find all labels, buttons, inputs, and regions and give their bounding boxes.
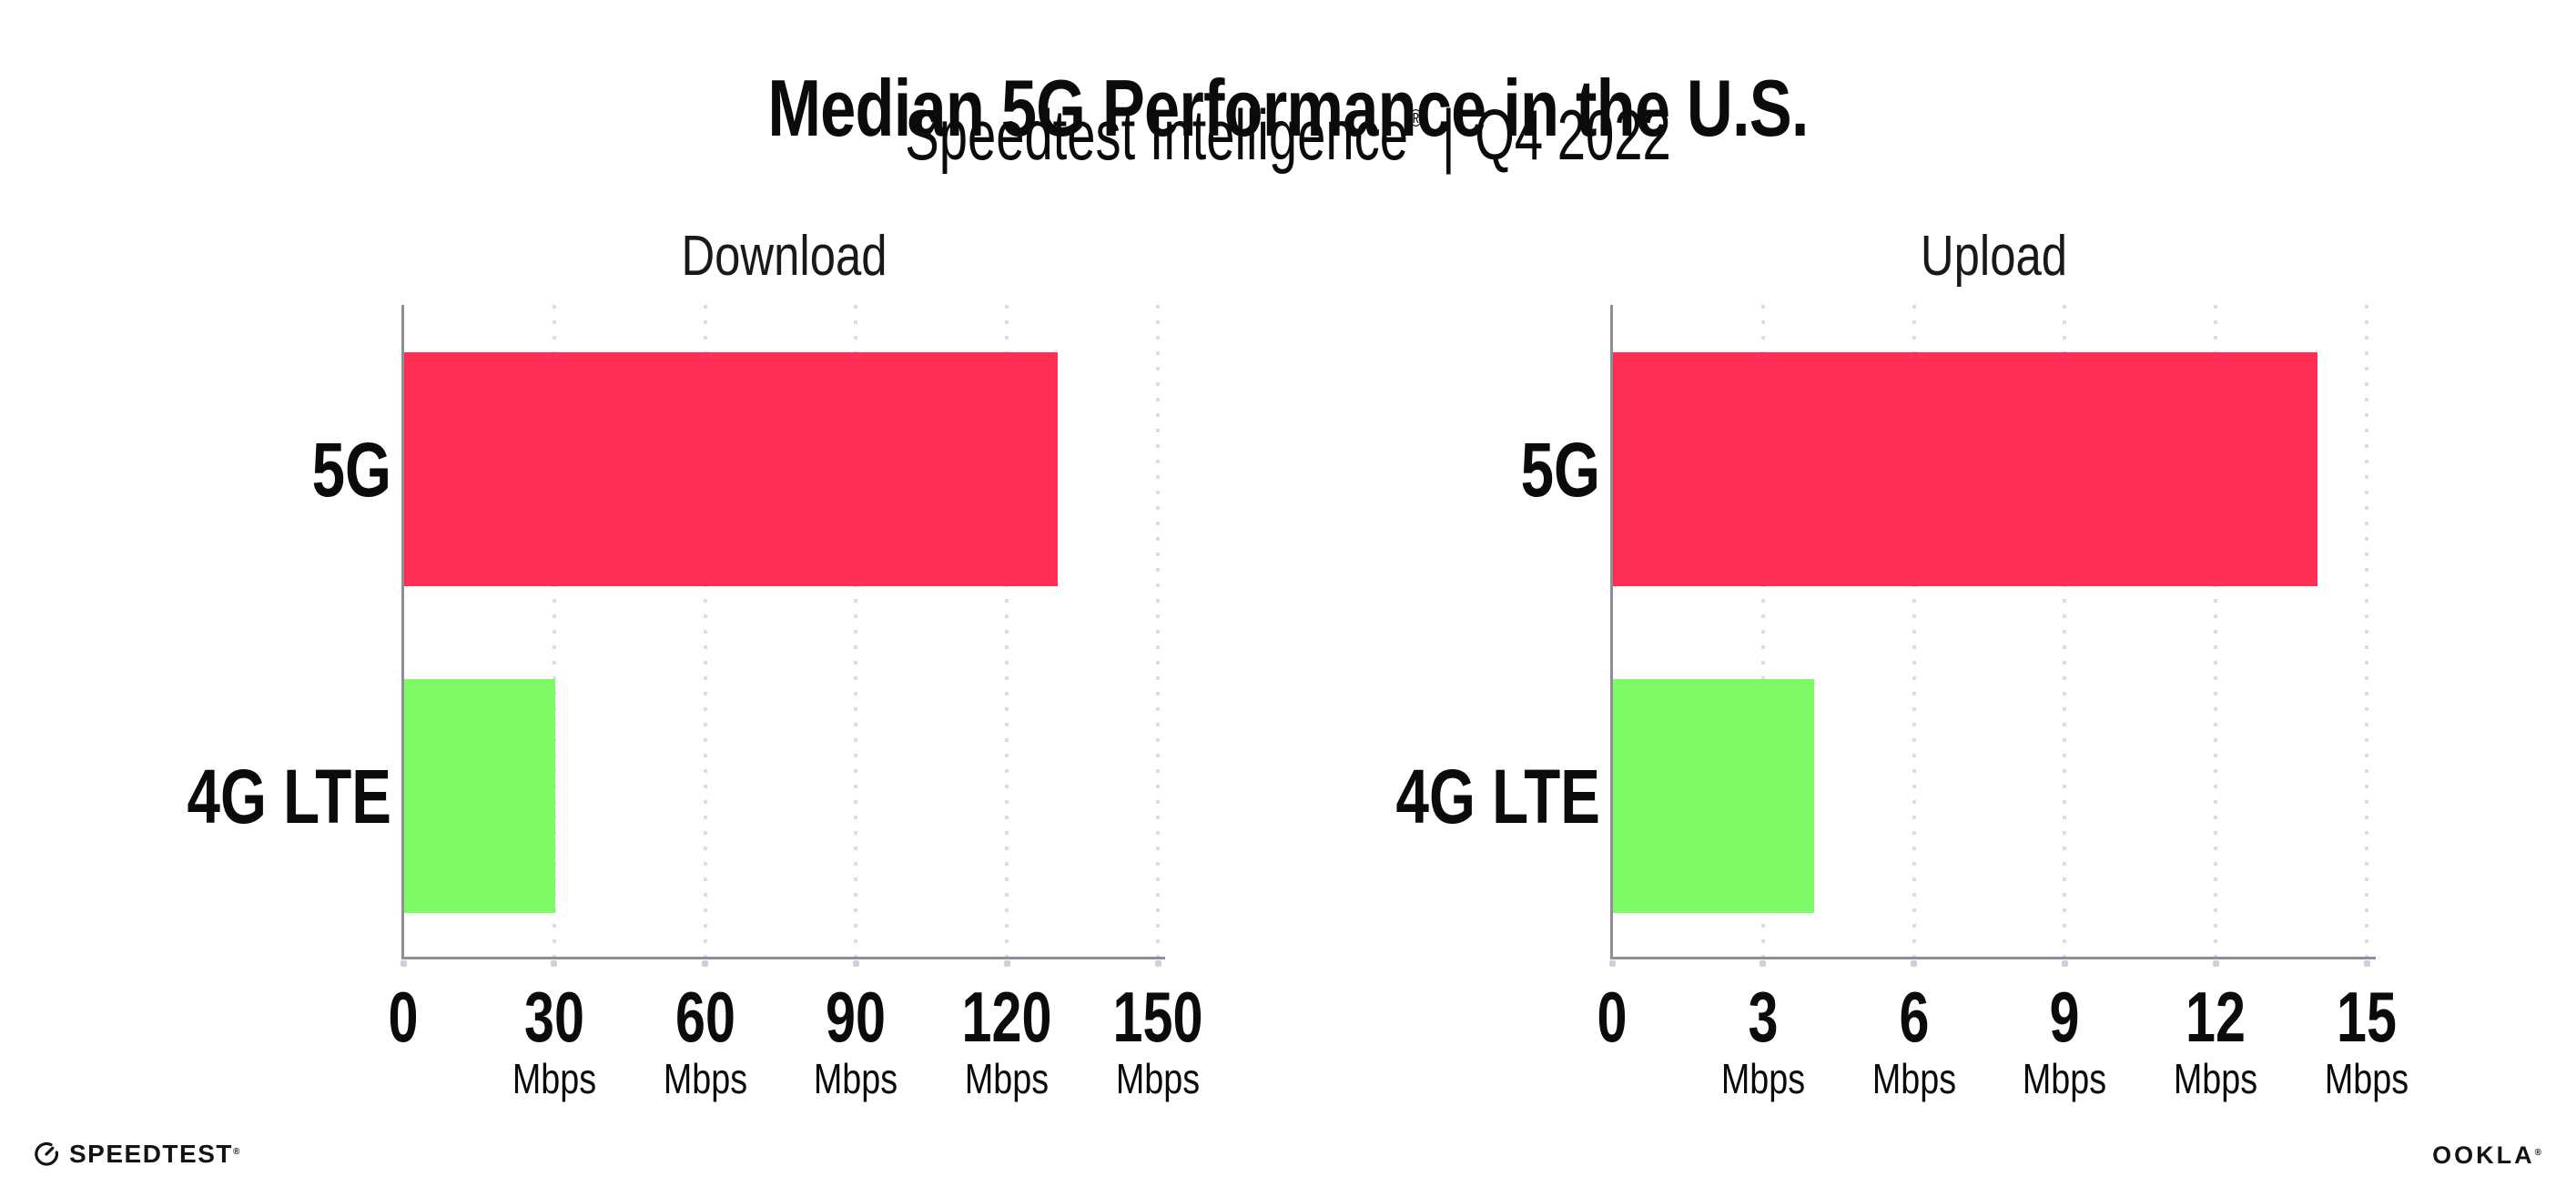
y-axis-line	[1610, 305, 1613, 959]
gridline	[552, 305, 556, 959]
x-tick-label: 0	[388, 977, 419, 1057]
bar-4g-lte	[404, 679, 555, 913]
gridline	[1912, 305, 1916, 959]
tick-dot	[551, 960, 558, 967]
registered-mark: ®	[1409, 105, 1423, 133]
x-tick-unit-label: Mbps	[1720, 1055, 1805, 1102]
category-label-5g: 5G	[1520, 426, 1600, 512]
x-tick-unit-label: Mbps	[2023, 1055, 2107, 1102]
ookla-logo: OOKLA®	[2432, 1141, 2544, 1169]
tick-dot	[852, 960, 859, 967]
gridline	[2063, 305, 2067, 959]
gridline	[2214, 305, 2218, 959]
gridline	[1156, 305, 1160, 959]
tick-dot	[1911, 960, 1918, 967]
tick-dot	[2212, 960, 2219, 967]
registered-mark: ®	[232, 1147, 241, 1157]
category-label-4g-lte: 4G LTE	[1395, 753, 1600, 839]
x-axis-line	[1610, 957, 2376, 959]
tick-dot	[400, 960, 407, 967]
x-tick-unit-label: Mbps	[2174, 1055, 2258, 1102]
x-tick-label: 9	[2049, 977, 2080, 1057]
x-tick-unit-label: Mbps	[814, 1055, 898, 1102]
speedtest-wordmark: SPEEDTEST®	[69, 1140, 241, 1168]
category-label-4g-lte: 4G LTE	[187, 753, 391, 839]
x-tick-label: 12	[2186, 977, 2246, 1057]
chart-title-download: Download	[681, 225, 887, 288]
speedtest-logo: SPEEDTEST®	[32, 1140, 241, 1169]
gridline	[1005, 305, 1009, 959]
bar-5g	[1613, 352, 2317, 586]
bar-4g-lte	[1613, 679, 1814, 913]
gridline	[854, 305, 858, 959]
subtitle-separator: |	[1442, 95, 1455, 175]
x-tick-unit-label: Mbps	[663, 1055, 747, 1102]
gridline	[703, 305, 707, 959]
chart-title-upload: Upload	[1920, 225, 2068, 288]
category-label-5g: 5G	[311, 426, 391, 512]
x-tick-unit-label: Mbps	[1871, 1055, 1956, 1102]
subtitle-brand: Speedtest Intelligence	[905, 95, 1408, 175]
x-tick-label: 30	[523, 977, 584, 1057]
x-tick-unit-label: Mbps	[512, 1055, 596, 1102]
x-tick-unit-label: Mbps	[1115, 1055, 1201, 1102]
page-subtitle: Speedtest Intelligence® | Q4 2022	[360, 96, 2216, 175]
x-tick-label: 0	[1597, 977, 1628, 1057]
x-tick-label: 3	[1748, 977, 1779, 1057]
x-tick-label: 120	[961, 977, 1052, 1057]
x-axis-line	[401, 957, 1165, 959]
x-tick-label: 6	[1899, 977, 1930, 1057]
tick-dot	[1154, 960, 1161, 967]
bar-5g	[404, 352, 1058, 586]
x-tick-label: 60	[674, 977, 735, 1057]
x-tick-unit-label: Mbps	[965, 1055, 1050, 1102]
gridline	[1760, 305, 1765, 959]
tick-dot	[1608, 960, 1616, 967]
subtitle-period: Q4 2022	[1475, 95, 1671, 175]
x-tick-unit-label: Mbps	[2324, 1055, 2409, 1102]
gauge-icon	[32, 1140, 61, 1169]
x-tick-label: 150	[1112, 977, 1203, 1057]
tick-dot	[2061, 960, 2068, 967]
x-tick-label: 15	[2337, 977, 2397, 1057]
tick-dot	[1003, 960, 1010, 967]
tick-dot	[2363, 960, 2370, 967]
x-tick-label: 90	[826, 977, 887, 1057]
tick-dot	[1760, 960, 1767, 967]
gridline	[2365, 305, 2368, 959]
registered-mark: ®	[2534, 1148, 2544, 1158]
tick-dot	[702, 960, 709, 967]
y-axis-line	[401, 305, 404, 959]
page-title: Median 5G Performance in the U.S.	[767, 62, 1809, 153]
